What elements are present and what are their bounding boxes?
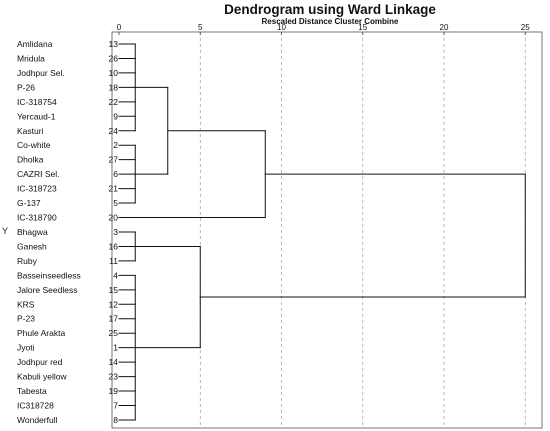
leaf-label: CAZRI Sel. <box>17 169 60 179</box>
grid-layer <box>199 32 526 428</box>
leaf-label: Basseinseedless <box>17 270 81 280</box>
leaf-id: 23 <box>109 372 119 382</box>
leaf-id: 26 <box>109 53 119 63</box>
leaf-id: 3 <box>113 227 118 237</box>
leaf-label: Amlidana <box>17 39 53 49</box>
leaf-id: 2 <box>113 140 118 150</box>
leaf-label: P-23 <box>17 314 35 324</box>
leaf-id: 15 <box>109 285 119 295</box>
leaf-id: 25 <box>109 328 119 338</box>
dendrogram-tree <box>118 43 526 421</box>
leaf-id: 19 <box>109 386 119 396</box>
leaf-id: 18 <box>109 82 119 92</box>
leaf-label: Yercaud-1 <box>17 111 56 121</box>
leaf-label: IC-318754 <box>17 97 57 107</box>
leaf-label: Dholka <box>17 155 44 165</box>
frame-layer <box>111 31 543 429</box>
leaf-label: Tabesta <box>17 386 47 396</box>
tick-label-5: 5 <box>198 23 203 32</box>
leaf-id: 14 <box>109 357 119 367</box>
leaf-id: 24 <box>109 126 119 136</box>
tick-label-25: 25 <box>521 23 530 32</box>
leaf-id: 21 <box>109 184 119 194</box>
leaf-id: 8 <box>113 415 118 425</box>
leaf-id: 7 <box>113 401 118 411</box>
y-axis-label: Y <box>2 226 9 236</box>
leaf-label: Jyoti <box>17 343 35 353</box>
leaf-label: Kabuli yellow <box>17 372 67 382</box>
leaf-id: 20 <box>109 213 119 223</box>
leaf-id: 27 <box>109 155 119 165</box>
leaf-label: Jodhpur red <box>17 357 63 367</box>
leaf-id: 6 <box>113 169 118 179</box>
leaf-label: P-26 <box>17 82 35 92</box>
leaf-id: 17 <box>109 314 119 324</box>
leaf-label: Ganesh <box>17 241 47 251</box>
leaf-label: Wonderfull <box>17 415 58 425</box>
tick-label-20: 20 <box>440 23 449 32</box>
leaf-id: 10 <box>109 68 119 78</box>
leaf-id: 5 <box>113 198 118 208</box>
leaf-id: 16 <box>109 241 119 251</box>
leaf-label: Mridula <box>17 53 45 63</box>
tick-label-15: 15 <box>358 23 367 32</box>
leaf-label: Co-white <box>17 140 51 150</box>
leaf-id: 13 <box>109 39 119 49</box>
leaf-label: Jodhpur Sel. <box>17 68 65 78</box>
leaf-label: IC-318790 <box>17 213 57 223</box>
leaf-label: Bhagwa <box>17 227 48 237</box>
leaf-label: IC318728 <box>17 401 54 411</box>
leaf-label: G-137 <box>17 198 41 208</box>
leaf-label: Kasturi <box>17 126 44 136</box>
leaf-label: KRS <box>17 299 35 309</box>
plot-frame <box>111 31 543 429</box>
leaf-id: 22 <box>109 97 119 107</box>
leaf-id: 11 <box>109 256 118 266</box>
leaf-id: 12 <box>109 299 119 309</box>
leaf-label: Jalore Seedless <box>17 285 77 295</box>
axis-ticks: 0 5 10 15 20 25 <box>117 23 530 35</box>
chart-subtitle: Rescaled Distance Cluster Combine <box>261 17 399 26</box>
leaf-id: 1 <box>113 343 118 353</box>
leaf-id: 4 <box>113 270 118 280</box>
leaf-label: Phule Arakta <box>17 328 65 338</box>
tick-label-0: 0 <box>117 23 122 32</box>
leaf-label: IC-318723 <box>17 184 57 194</box>
leaf-id: 9 <box>113 111 118 121</box>
chart-title: Dendrogram using Ward Linkage <box>224 2 436 17</box>
tick-label-10: 10 <box>277 23 286 32</box>
leaf-label: Ruby <box>17 256 38 266</box>
